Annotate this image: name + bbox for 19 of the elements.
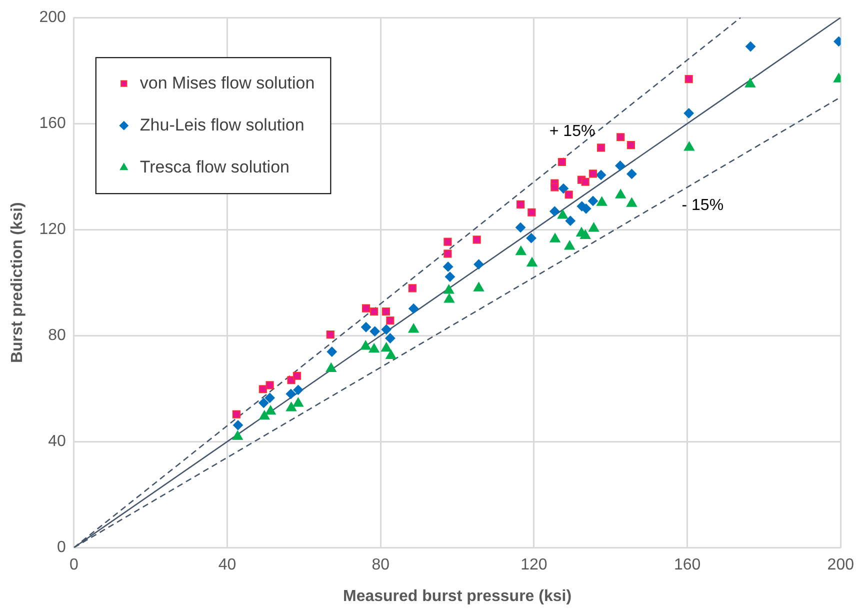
x-tick-label: 200 (827, 556, 854, 574)
annotation: + 15% (549, 122, 596, 140)
y-axis-title: Burst prediction (ksi) (9, 202, 26, 364)
x-tick-label: 40 (218, 556, 236, 574)
y-tick-label: 40 (48, 433, 66, 450)
x-axis-title: Measured burst pressure (ksi) (343, 588, 572, 605)
legend-label: Tresca flow solution (140, 157, 290, 176)
legend-label: Zhu-Leis flow solution (140, 115, 304, 134)
x-tick-label: 120 (520, 556, 548, 574)
y-tick-label: 200 (39, 9, 66, 26)
annotation: - 15% (682, 197, 724, 214)
y-tick-label: 0 (56, 539, 66, 556)
legend-label: von Mises flow solution (140, 73, 315, 92)
x-tick-label: 80 (372, 556, 390, 574)
y-tick-label: 80 (48, 327, 66, 344)
y-tick-label: 160 (39, 115, 66, 132)
x-tick-label: 0 (69, 556, 78, 574)
y-tick-label: 120 (39, 221, 66, 238)
x-tick-label: 160 (674, 556, 701, 574)
